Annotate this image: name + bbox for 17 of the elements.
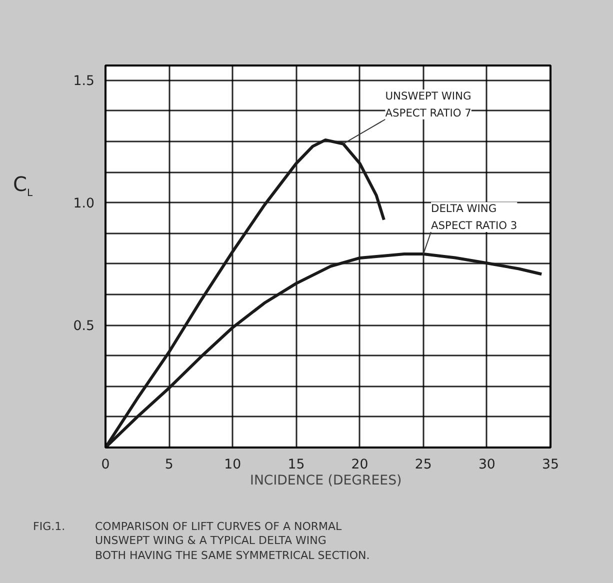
- y-tick-label: 1.5: [73, 74, 95, 90]
- x-tick-label: 15: [288, 458, 305, 472]
- x-tick-label: 20: [351, 458, 368, 472]
- x-axis-title: INCIDENCE (DEGREES): [250, 474, 402, 488]
- y-tick-label: 0.5: [73, 319, 95, 334]
- y-axis-title: C$_{L}$: [13, 171, 33, 201]
- caption: FIG.1.: [33, 520, 66, 534]
- x-tick-label: 30: [478, 458, 496, 472]
- text: DELTA WING ASPECT RATIO 3: [430, 202, 518, 232]
- x-tick-label: 0: [101, 458, 110, 472]
- text: COMPARISON OF LIFT CURVES OF A NORMAL UNSWEPT WING & A TYPICAL DELTA WING BOTH HAVING THE SAME SYMMETRICAL SECTION.: [95, 520, 370, 563]
- y-tick-label: 1.0: [73, 196, 95, 212]
- text: UNSWEPT WING ASPECT RATIO 7: [385, 89, 472, 120]
- x-tick-label: 10: [224, 458, 242, 472]
- x-tick-label: 35: [542, 458, 559, 472]
- x-tick-label: 25: [414, 458, 432, 472]
- x-tick-label: 5: [164, 458, 174, 472]
